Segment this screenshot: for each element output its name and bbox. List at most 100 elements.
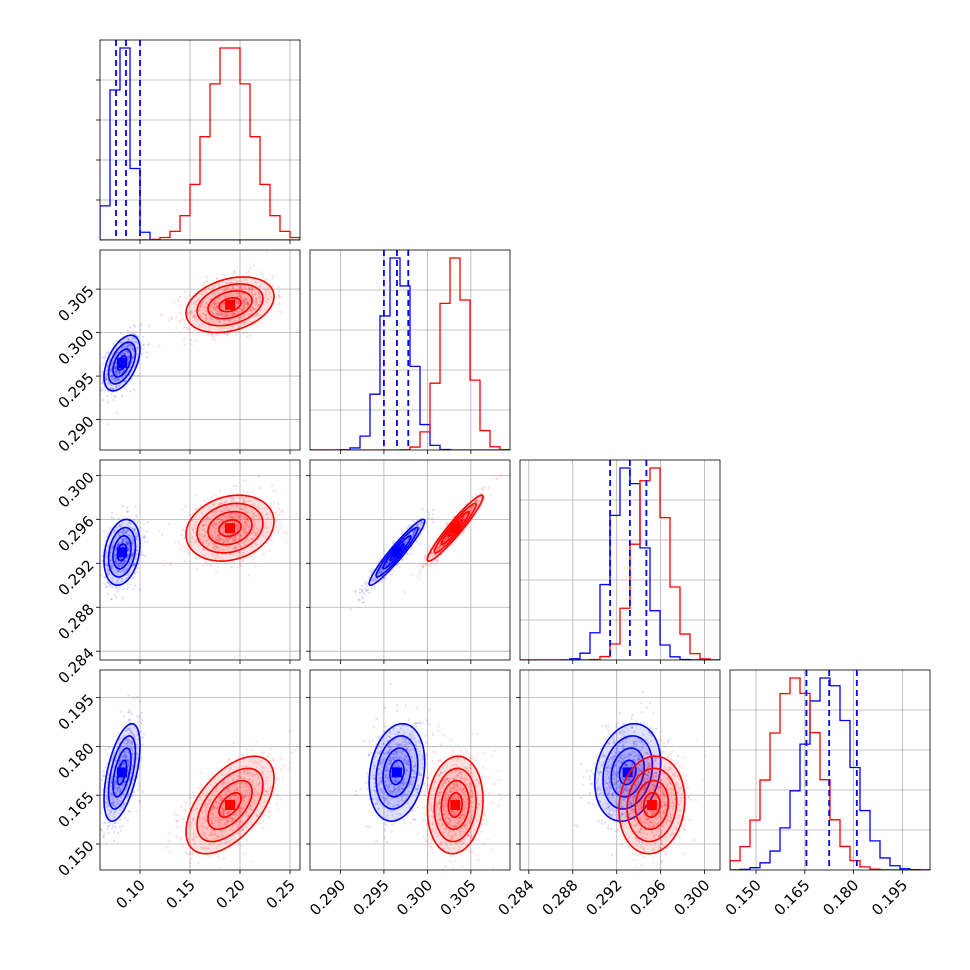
scatter-point	[236, 505, 239, 509]
scatter-point	[384, 577, 387, 580]
scatter-point	[127, 755, 131, 759]
scatter-point	[102, 582, 106, 586]
scatter-point	[236, 555, 240, 558]
scatter-point	[119, 829, 123, 832]
scatter-point	[213, 335, 216, 339]
scatter-point	[253, 531, 257, 534]
scatter-point	[209, 317, 212, 321]
scatter-point	[223, 513, 226, 517]
scatter-point	[483, 485, 486, 489]
scatter-point	[131, 354, 134, 357]
scatter-point	[119, 789, 122, 793]
scatter-point	[421, 565, 425, 569]
scatter-point	[242, 316, 245, 319]
scatter-point	[240, 295, 243, 299]
scatter-point	[126, 548, 130, 551]
scatter-point	[111, 360, 115, 363]
scatter-point	[115, 788, 119, 792]
scatter-point	[114, 367, 117, 370]
scatter-point	[110, 375, 113, 379]
scatter-point	[117, 533, 120, 536]
scatter-point	[278, 528, 281, 532]
scatter-point	[130, 739, 134, 742]
scatter-point	[127, 759, 130, 762]
scatter-point	[147, 324, 151, 328]
scatter-point	[206, 539, 209, 543]
scatter-point	[238, 516, 242, 519]
scatter-point	[113, 559, 117, 563]
scatter-point	[104, 376, 108, 380]
scatter-point	[131, 733, 135, 737]
scatter-point	[126, 555, 130, 558]
scatter-point	[212, 520, 216, 523]
scatter-point	[140, 711, 143, 715]
scatter-point	[204, 316, 208, 320]
scatter-point	[252, 528, 255, 531]
scatter-point	[404, 542, 407, 545]
scatter-point	[232, 516, 235, 519]
scatter-point	[168, 523, 171, 526]
scatter-point	[248, 312, 251, 316]
scatter-point	[361, 591, 364, 594]
scatter-point	[230, 313, 234, 317]
scatter-point	[207, 542, 210, 546]
scatter-point	[235, 529, 239, 532]
scatter-point	[254, 297, 257, 300]
scatter-point	[472, 504, 475, 508]
scatter-point	[463, 516, 467, 519]
scatter-point	[133, 529, 137, 532]
scatter-point	[111, 825, 115, 828]
scatter-point	[95, 815, 97, 817]
scatter-point	[135, 810, 138, 813]
scatter-point	[264, 308, 267, 311]
scatter-point	[199, 305, 203, 308]
scatter-point	[132, 336, 136, 339]
scatter-point	[125, 788, 128, 791]
panel-frame	[99, 459, 301, 661]
scatter-point	[206, 275, 209, 279]
scatter-point	[477, 498, 480, 502]
scatter-point	[250, 538, 253, 541]
scatter-point	[192, 316, 195, 319]
scatter-point	[140, 553, 143, 556]
scatter-point	[127, 345, 131, 348]
panel-1-1	[96, 39, 301, 244]
scatter-point	[114, 371, 118, 374]
scatter-point	[258, 303, 261, 307]
scatter-point	[245, 297, 249, 301]
scatter-point	[112, 517, 115, 520]
scatter-point	[118, 778, 122, 781]
scatter-point	[115, 793, 118, 796]
scatter-point	[217, 535, 220, 538]
scatter-point	[122, 529, 125, 532]
scatter-point	[202, 542, 205, 545]
scatter-point	[114, 560, 118, 563]
scatter-point	[241, 553, 245, 557]
scatter-point	[226, 315, 230, 318]
scatter-point	[102, 388, 105, 391]
scatter-point	[211, 525, 214, 528]
scatter-point	[378, 571, 381, 575]
scatter-point	[113, 379, 116, 383]
scatter-point	[138, 324, 141, 328]
scatter-point	[105, 377, 108, 380]
scatter-point	[124, 753, 127, 757]
scatter-point	[250, 532, 254, 535]
scatter-point	[201, 540, 204, 544]
scatter-point	[228, 513, 232, 516]
scatter-point	[276, 531, 280, 534]
scatter-point	[408, 525, 411, 528]
scatter-point	[113, 810, 117, 813]
panel-4-1	[95, 669, 301, 874]
scatter-point	[121, 341, 124, 344]
scatter-point	[419, 523, 423, 526]
scatter-point	[259, 518, 263, 521]
scatter-point	[172, 301, 176, 304]
scatter-point	[134, 360, 138, 364]
scatter-point	[123, 351, 127, 355]
scatter-point	[251, 308, 255, 311]
scatter-point	[238, 514, 242, 518]
scatter-point	[114, 364, 117, 368]
scatter-point	[218, 549, 221, 553]
scatter-point	[192, 314, 195, 317]
